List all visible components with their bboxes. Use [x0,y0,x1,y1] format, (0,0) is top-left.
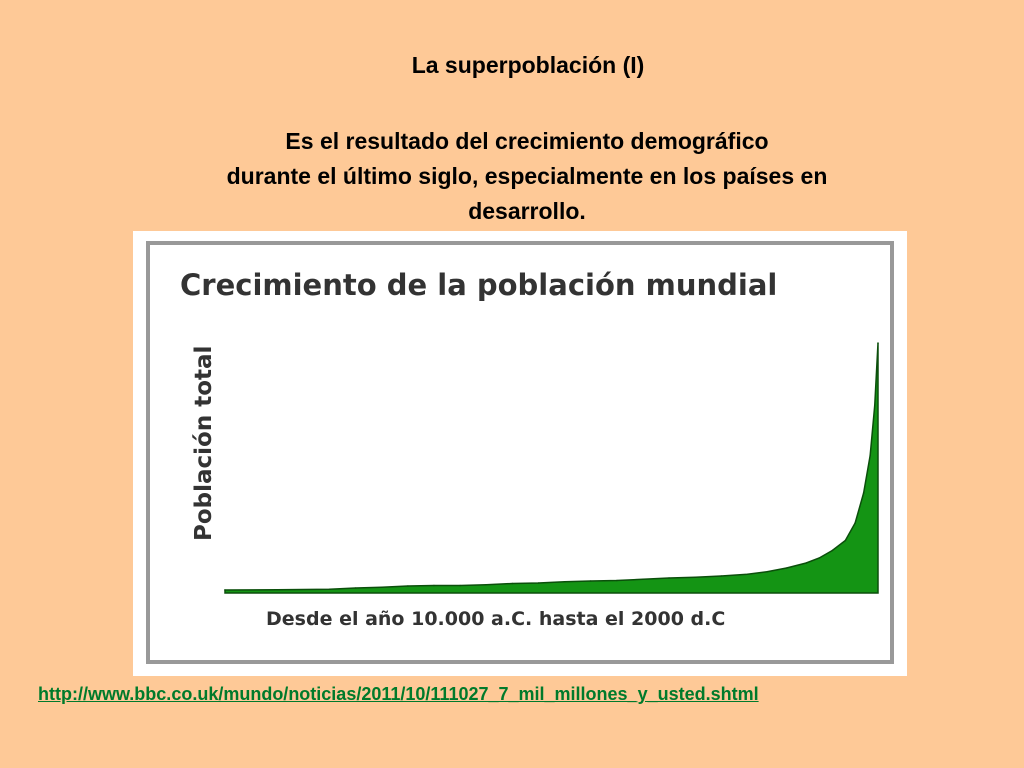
data-point [642,578,644,581]
data-point [694,576,696,579]
data-point [459,584,461,587]
data-point [873,404,876,407]
population-area [224,342,879,594]
data-point [785,567,788,569]
data-point [766,570,768,573]
population-chart: Crecimiento de la población mundial Pobl… [133,231,907,676]
slide-title: La superpoblación (I) [411,52,645,78]
y-axis-label: Población total [191,346,217,541]
chart-title: Crecimiento de la población mundial [180,268,777,302]
slide-subtitle: Es el resultado del crecimiento demográf… [140,124,914,229]
data-point [511,582,514,585]
data-point [862,492,865,494]
data-point [616,579,618,582]
data-point [805,562,807,564]
data-point [818,557,821,559]
data-point [668,577,670,579]
data-point [354,587,357,589]
data-point [746,573,749,576]
data-point [537,582,540,584]
chart-border [146,241,894,664]
series-layer [224,342,879,594]
data-point [831,549,834,552]
data-point [433,584,435,587]
subtitle-line-1: Es el resultado del crecimiento demográf… [285,128,769,154]
data-point [224,589,226,591]
data-point [485,583,488,586]
data-point [869,454,871,457]
x-axis-label: Desde el año 10.000 a.C. hasta el 2000 d… [266,608,725,630]
data-point [328,588,331,591]
data-point [589,580,592,582]
subtitle-line-3: desarrollo. [468,198,586,224]
subtitle-line-2: durante el último siglo, especialmente e… [226,163,828,189]
data-point [720,575,723,577]
data-point [877,342,879,344]
chart-svg: Crecimiento de la población mundial Pobl… [146,241,894,664]
data-point [276,588,279,591]
data-point [854,522,856,524]
data-point [844,539,847,542]
data-point [380,586,383,589]
data-point [563,580,566,583]
data-point [407,585,409,587]
source-link[interactable]: http://www.bbc.co.uk/mundo/noticias/2011… [38,684,759,704]
